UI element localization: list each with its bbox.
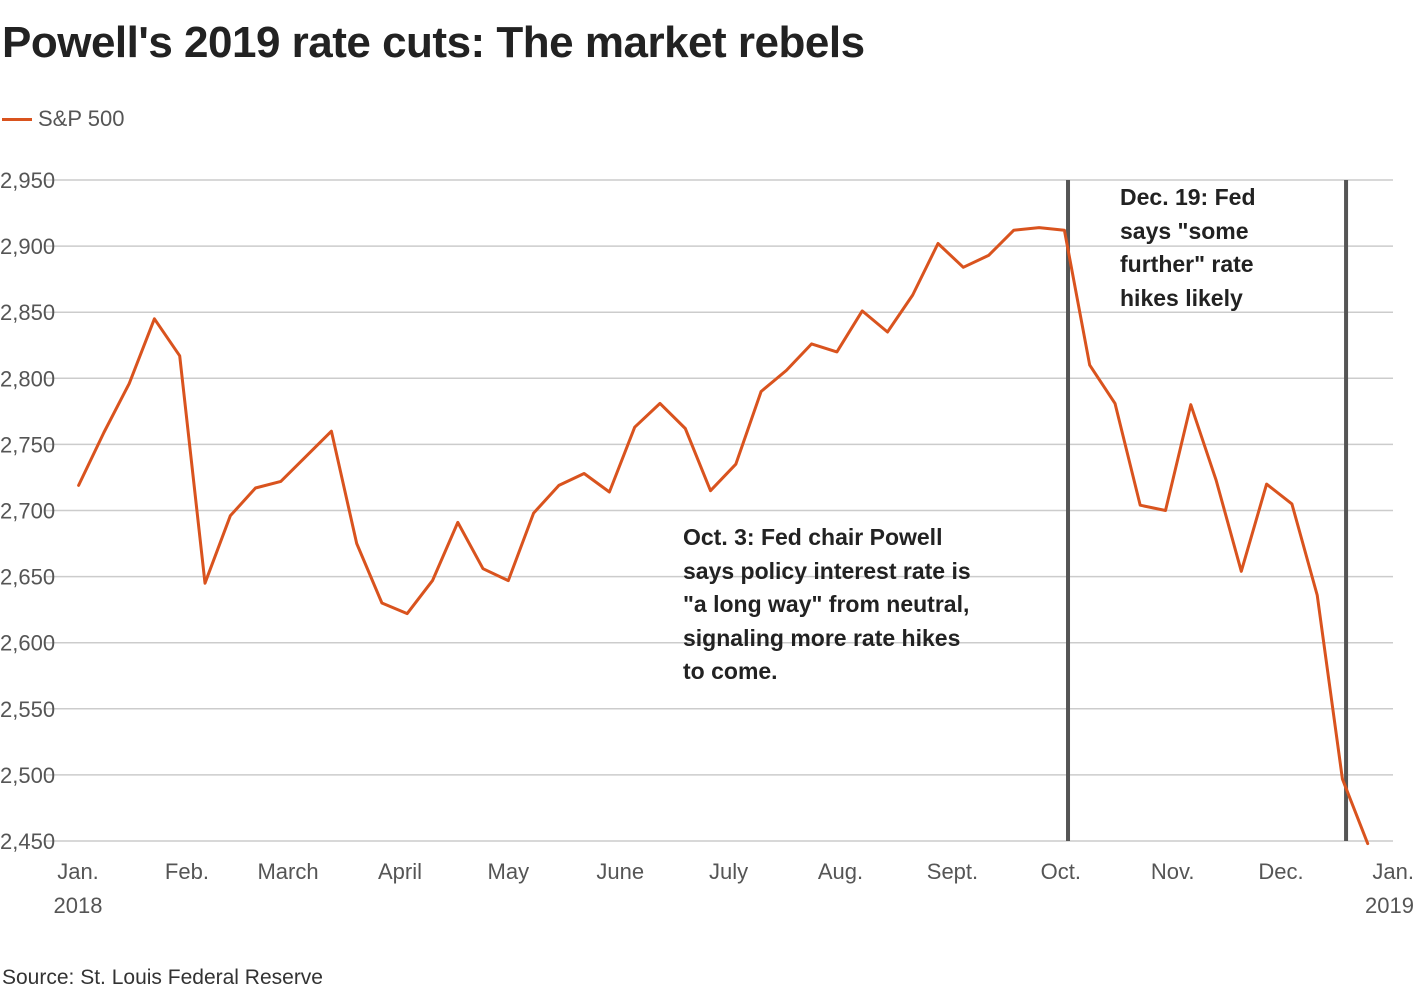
- legend-label: S&P 500: [38, 106, 125, 131]
- x-tick-label: Aug.: [818, 859, 863, 884]
- y-tick-label: 2,800: [0, 366, 55, 391]
- y-tick-label: 2,950: [0, 168, 55, 193]
- y-tick-label: 2,900: [0, 234, 55, 259]
- y-tick-label: 2,750: [0, 432, 55, 457]
- annotation-line: further" rate: [1120, 251, 1254, 277]
- source-note: Source: St. Louis Federal Reserve: [2, 966, 323, 989]
- annotation-line: Oct. 3: Fed chair Powell: [683, 524, 943, 550]
- x-tick-label: April: [378, 859, 422, 884]
- annotation-line: signaling more rate hikes: [683, 624, 961, 651]
- series-line-sp500: [77, 226, 1370, 846]
- y-tick-label: 2,700: [0, 499, 55, 524]
- y-tick-label: 2,550: [0, 697, 55, 722]
- annotation-line: hikes likely: [1120, 284, 1243, 311]
- annotation-line: Dec. 19: Fed: [1120, 184, 1256, 210]
- x-tick-label: May: [488, 859, 530, 884]
- x-tick-label: Dec.: [1258, 859, 1303, 884]
- chart-title: Powell's 2019 rate cuts: The market rebe…: [2, 18, 865, 67]
- x-tick-label: Jan.: [1372, 859, 1414, 884]
- x-tick-label: Jan.: [57, 859, 99, 884]
- annotation-dec-19: Dec. 19: Fed says "some further" rate hi…: [1120, 181, 1256, 315]
- x-tick-label: Sept.: [927, 859, 978, 884]
- y-tick-label: 2,850: [0, 300, 55, 325]
- annotation-oct-3: Oct. 3: Fed chair Powell says policy int…: [683, 521, 971, 689]
- x-tick-label: Feb.: [165, 859, 209, 884]
- y-tick-label: 2,650: [0, 565, 55, 590]
- legend-swatch: [2, 117, 32, 121]
- annotation-line: says "some: [1120, 217, 1249, 244]
- y-tick-label: 2,600: [0, 631, 55, 656]
- x-tick-label: Nov.: [1151, 859, 1195, 884]
- annotation-line: "a long way" from neutral,: [683, 591, 970, 617]
- annotation-line: says policy interest rate is: [683, 557, 971, 584]
- annotation-line: to come.: [683, 658, 778, 684]
- y-tick-label: 2,450: [0, 829, 55, 854]
- y-tick-label: 2,500: [0, 763, 55, 788]
- x-tick-sublabel: 2019: [1365, 893, 1414, 918]
- legend: S&P 500: [2, 106, 124, 132]
- x-tick-sublabel: 2018: [54, 893, 103, 918]
- x-tick-label: July: [709, 859, 748, 884]
- x-tick-label: June: [596, 859, 644, 884]
- x-tick-label: March: [257, 859, 318, 884]
- x-tick-label: Oct.: [1041, 859, 1081, 884]
